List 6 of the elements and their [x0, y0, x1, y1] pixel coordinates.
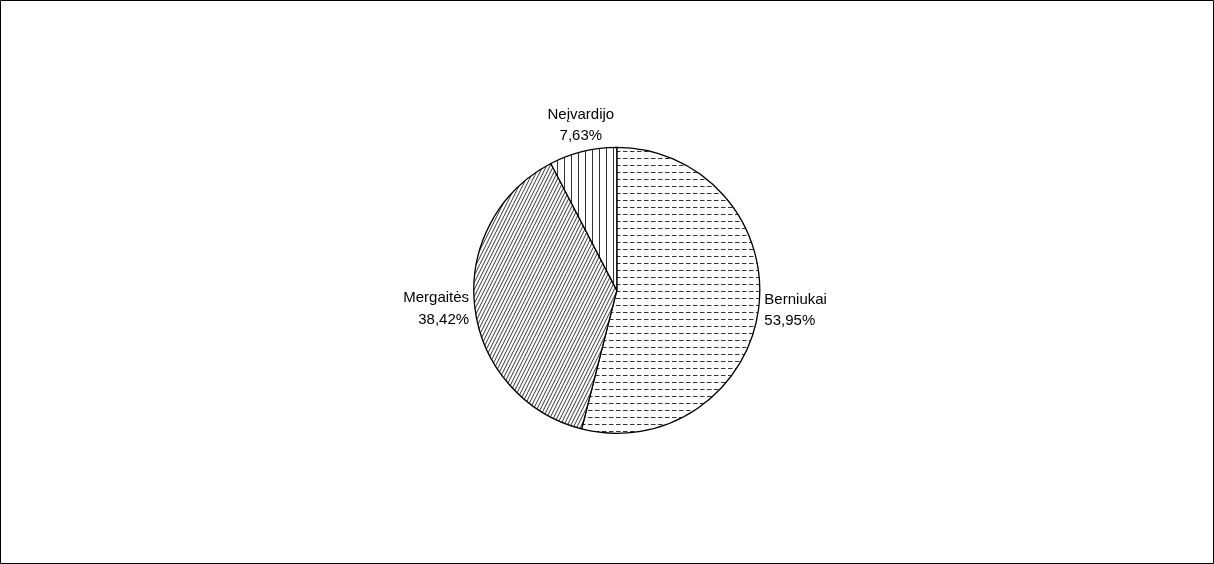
data-label: 53,95% [764, 310, 816, 328]
slice-label: Neįvardijo [547, 105, 615, 123]
slice-label: Berniukai [764, 289, 827, 307]
slice-label: Mergaitės [403, 288, 470, 306]
data-label: 7,63% [559, 126, 603, 144]
data-label: 38,42% [418, 309, 470, 327]
